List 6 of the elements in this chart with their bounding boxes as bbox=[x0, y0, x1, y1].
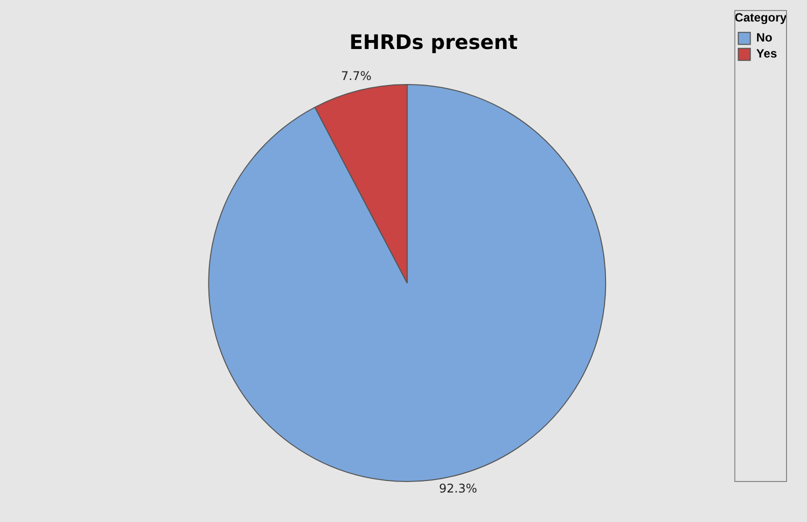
legend-label: Yes bbox=[756, 46, 778, 61]
legend-title: Category bbox=[734, 10, 787, 24]
chart-title: EHRDs present bbox=[349, 30, 518, 54]
data-label: 92.3% bbox=[438, 481, 478, 496]
data-label: 7.7% bbox=[341, 68, 372, 83]
legend-label: No bbox=[756, 30, 772, 45]
